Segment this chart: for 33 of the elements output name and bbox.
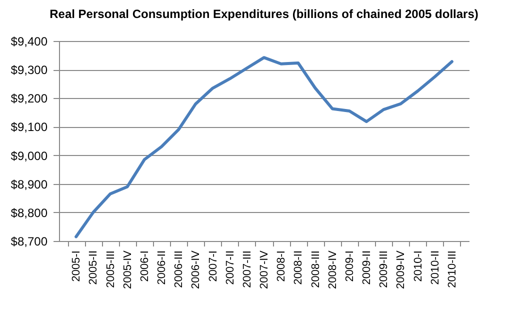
- y-tick-label: $8,800: [10, 206, 48, 220]
- y-tick-label: $9,000: [10, 148, 48, 163]
- y-tick-label: $8,700: [10, 234, 48, 248]
- x-tick-label: 2010-II: [429, 250, 442, 285]
- x-tick-label: 2009-II: [361, 250, 373, 285]
- x-tick-label: 2006-I: [138, 250, 151, 282]
- x-tick-label: 2005-III: [104, 250, 117, 288]
- x-tick-label: 2008-III: [310, 250, 322, 288]
- x-tick-label: 2009-III: [378, 250, 390, 288]
- y-tick-label: $9,100: [10, 120, 48, 134]
- x-tick-label: 2010-I: [412, 250, 424, 282]
- y-tick-label: $9,200: [10, 92, 48, 106]
- x-tick-label: 2009-IV: [395, 250, 408, 290]
- x-tick-label: 2007-I: [207, 250, 220, 282]
- x-tick-label: 2006-III: [173, 250, 186, 288]
- chart-title: Real Personal Consumption Expenditures (billions of chained 2005 dollars): [50, 7, 478, 21]
- x-tick-label: 2005-II: [88, 250, 100, 285]
- x-tick-label: 2005-I: [70, 250, 83, 282]
- x-tick-label: 2007-IV: [258, 250, 270, 290]
- x-tick-label: 2010-III: [446, 250, 458, 288]
- line-series: [74, 56, 454, 238]
- x-tick-label: 2008-I: [276, 250, 288, 282]
- y-tick-label: $9,300: [10, 63, 48, 78]
- y-tick-label: $8,900: [10, 177, 48, 192]
- x-tick-label: 2008-II: [292, 250, 305, 285]
- x-tick-label: 2008-IV: [326, 250, 339, 290]
- x-tick-label: 2005-IV: [122, 250, 134, 290]
- x-tick-label: 2006-II: [156, 250, 168, 285]
- x-tick-label: 2006-IV: [190, 250, 202, 290]
- x-tick-label: 2009-I: [344, 250, 356, 282]
- x-tick-label: 2007-III: [241, 250, 254, 288]
- x-tick-label: 2007-II: [224, 250, 236, 285]
- y-tick-label: $9,400: [10, 34, 48, 48]
